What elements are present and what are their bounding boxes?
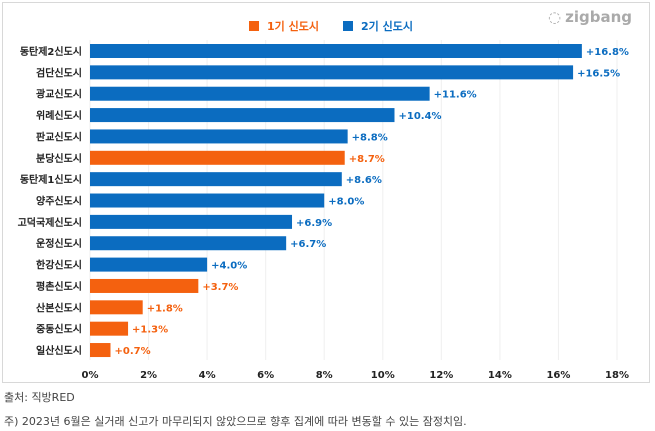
bar bbox=[90, 236, 287, 251]
bar bbox=[90, 172, 342, 187]
category-label: 산본신도시 bbox=[36, 301, 82, 314]
footnote: 주) 2023년 6월은 실거래 신고가 마무리되지 않았으므로 향후 집계에 … bbox=[4, 415, 467, 428]
category-label: 분당신도시 bbox=[36, 152, 82, 165]
bar bbox=[90, 44, 582, 58]
data-label: +8.8% bbox=[352, 132, 388, 143]
category-label: 중동신도시 bbox=[36, 323, 82, 336]
legend-item-2: 2기 신도시 bbox=[343, 18, 413, 34]
data-label: +1.3% bbox=[132, 325, 168, 336]
legend-swatch-1 bbox=[249, 21, 259, 31]
bar bbox=[90, 300, 143, 315]
category-label: 광교신도시 bbox=[36, 88, 82, 101]
source-note: 출처: 직방RED bbox=[4, 391, 75, 404]
bar bbox=[90, 343, 111, 358]
category-label: 일산신도시 bbox=[36, 344, 82, 357]
data-label: +8.6% bbox=[346, 175, 382, 186]
bar bbox=[90, 214, 293, 229]
bar bbox=[90, 257, 208, 272]
data-label: +8.7% bbox=[349, 154, 385, 165]
data-label: +0.7% bbox=[114, 346, 150, 357]
zigbang-logo: ◌ zigbang bbox=[548, 8, 632, 26]
data-label: +16.5% bbox=[577, 68, 620, 79]
x-tick-label: 14% bbox=[488, 370, 512, 381]
legend-label-1: 1기 신도시 bbox=[267, 20, 319, 33]
category-label: 운정신도시 bbox=[36, 237, 82, 250]
legend-label-2: 2기 신도시 bbox=[361, 20, 413, 33]
logo-text: zigbang bbox=[565, 8, 632, 26]
x-tick-label: 0% bbox=[82, 370, 99, 381]
x-tick-label: 16% bbox=[546, 370, 570, 381]
data-label: +6.9% bbox=[296, 218, 332, 229]
data-label: +4.0% bbox=[211, 261, 247, 272]
data-label: +8.0% bbox=[328, 197, 364, 208]
category-label: 고덕국제신도시 bbox=[18, 216, 82, 229]
bar bbox=[90, 150, 345, 165]
x-tick-label: 8% bbox=[316, 370, 333, 381]
bar bbox=[90, 65, 574, 80]
category-label: 평촌신도시 bbox=[36, 280, 82, 293]
bar bbox=[90, 321, 129, 336]
bar bbox=[90, 86, 430, 101]
category-label: 동탄제1신도시 bbox=[20, 173, 82, 186]
x-tick-label: 12% bbox=[429, 370, 453, 381]
x-tick-label: 6% bbox=[257, 370, 274, 381]
category-label: 위례신도시 bbox=[36, 109, 82, 122]
data-label: +11.6% bbox=[434, 90, 477, 101]
data-label: +10.4% bbox=[398, 111, 441, 122]
legend-swatch-2 bbox=[343, 21, 353, 31]
legend-item-1: 1기 신도시 bbox=[249, 18, 319, 34]
bar bbox=[90, 193, 325, 208]
logo-icon: ◌ bbox=[548, 8, 562, 26]
bar bbox=[90, 108, 395, 123]
category-label: 동탄제2신도시 bbox=[20, 45, 82, 58]
category-label: 양주신도시 bbox=[36, 195, 82, 208]
category-label: 한강신도시 bbox=[36, 259, 82, 272]
data-label: +3.7% bbox=[202, 282, 238, 293]
data-label: +6.7% bbox=[290, 239, 326, 250]
bar-chart: 0% 2% 4% 6% 8% 10% 12% 14% 16% 18% 동탄제2신도시 +16.8% 검단… bbox=[18, 40, 629, 381]
bar bbox=[90, 129, 348, 144]
x-tick-label: 2% bbox=[140, 370, 157, 381]
x-tick-label: 10% bbox=[371, 370, 395, 381]
data-label: +16.8% bbox=[586, 47, 629, 58]
category-label: 판교신도시 bbox=[36, 130, 82, 143]
category-label: 검단신도시 bbox=[36, 66, 82, 79]
x-tick-label: 4% bbox=[199, 370, 216, 381]
chart-frame bbox=[2, 2, 650, 383]
data-label: +1.8% bbox=[147, 303, 183, 314]
x-tick-label: 18% bbox=[605, 370, 629, 381]
bar bbox=[90, 278, 199, 293]
